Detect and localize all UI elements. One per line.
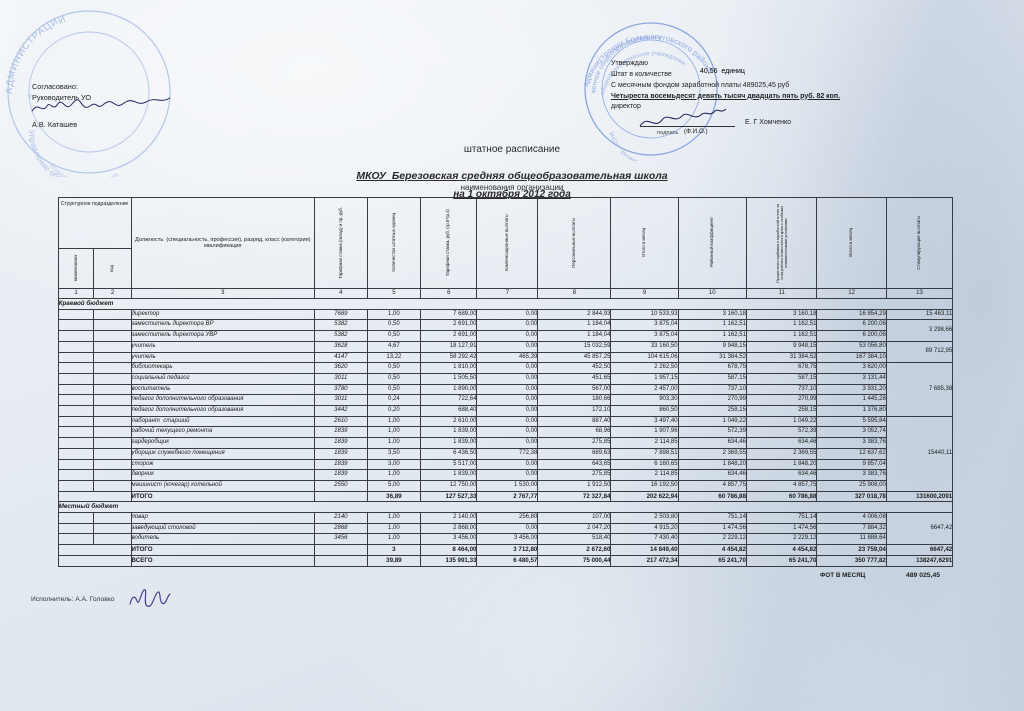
svg-text:Управление образования: Управление образования [27, 130, 95, 177]
